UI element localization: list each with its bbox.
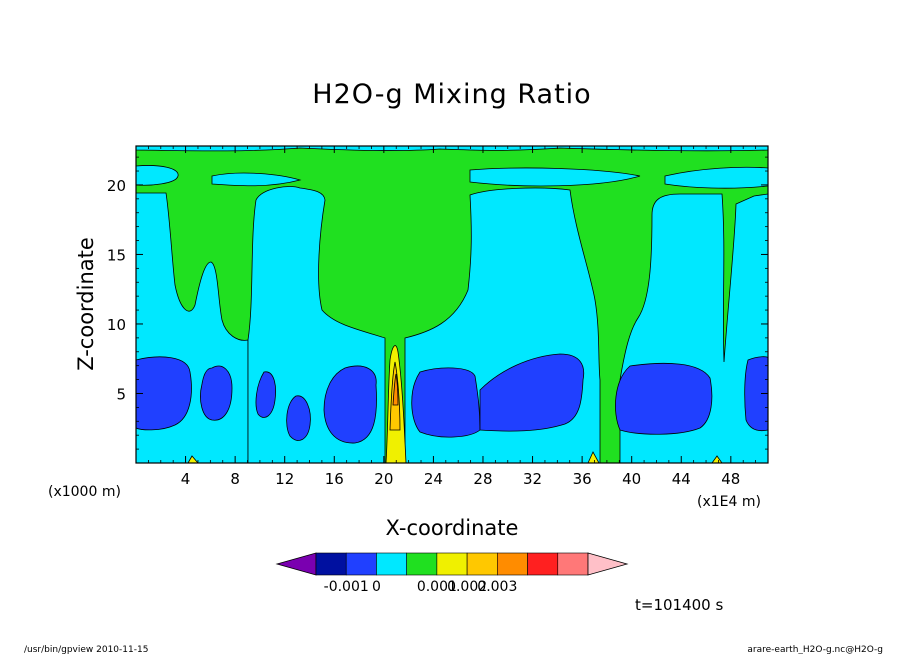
footer-left: /usr/bin/gpview 2010-11-15 bbox=[24, 645, 148, 654]
x-tick-label: 8 bbox=[230, 470, 240, 488]
colorbar-high-arrow bbox=[587, 552, 629, 576]
upper-cyan-band bbox=[136, 146, 768, 189]
x-tick-label: 36 bbox=[573, 470, 592, 488]
x-unit-right: (x1E4 m) bbox=[697, 494, 761, 510]
colorbar-swatch bbox=[376, 552, 407, 576]
axis-ticks bbox=[136, 146, 769, 463]
x-tick-label: 4 bbox=[181, 470, 191, 488]
colorbar-low-arrow bbox=[275, 552, 317, 576]
moist-plume bbox=[187, 345, 723, 463]
time-label: t=101400 s bbox=[635, 596, 723, 614]
x-tick-label: 12 bbox=[275, 470, 294, 488]
blue-cores bbox=[136, 353, 768, 444]
colorbar-tick-label: -0.001 bbox=[324, 579, 369, 595]
x-unit-left: (x1000 m) bbox=[48, 484, 121, 500]
colorbar-tick-label: 0.002 bbox=[447, 579, 487, 595]
colorbar-tick-label: 0.003 bbox=[477, 579, 517, 595]
x-tick-label: 32 bbox=[523, 470, 542, 488]
x-tick-label: 40 bbox=[622, 470, 641, 488]
plot-area bbox=[136, 146, 768, 463]
colorbar-swatch bbox=[406, 552, 438, 576]
x-axis-label: X-coordinate bbox=[386, 516, 519, 540]
y-axis-label: Z-coordinate bbox=[74, 237, 98, 371]
colorbar-swatch bbox=[557, 552, 589, 576]
colorbar-swatch bbox=[345, 552, 377, 576]
colorbar-swatch bbox=[527, 552, 559, 576]
chart-title: H2O-g Mixing Ratio bbox=[312, 79, 591, 110]
y-tick-labels: 5 10 15 20 bbox=[107, 177, 126, 404]
x-tick-label: 44 bbox=[672, 470, 691, 488]
colorbar-tick-label: 0 bbox=[372, 579, 381, 595]
x-tick-label: 48 bbox=[721, 470, 740, 488]
colorbar-swatch bbox=[436, 552, 468, 576]
x-tick-label: 24 bbox=[424, 470, 443, 488]
y-tick-label: 20 bbox=[107, 177, 126, 195]
plot-frame bbox=[135, 145, 769, 464]
colorbar bbox=[275, 552, 629, 576]
colorbar-swatch bbox=[497, 552, 528, 576]
x-tick-label: 20 bbox=[374, 470, 393, 488]
colorbar-swatch bbox=[315, 552, 347, 576]
y-tick-label: 10 bbox=[107, 316, 126, 334]
x-tick-label: 28 bbox=[473, 470, 492, 488]
x-tick-label: 16 bbox=[325, 470, 344, 488]
y-tick-label: 5 bbox=[116, 385, 126, 403]
x-tick-labels: 4 8 12 16 20 24 28 32 36 40 44 48 bbox=[181, 470, 741, 488]
footer-right: arare-earth_H2O-g.nc@H2O-g bbox=[747, 645, 883, 654]
colorbar-tick-label: 0.001 bbox=[417, 579, 457, 595]
colorbar-swatch bbox=[466, 552, 498, 576]
y-tick-label: 15 bbox=[107, 246, 126, 264]
